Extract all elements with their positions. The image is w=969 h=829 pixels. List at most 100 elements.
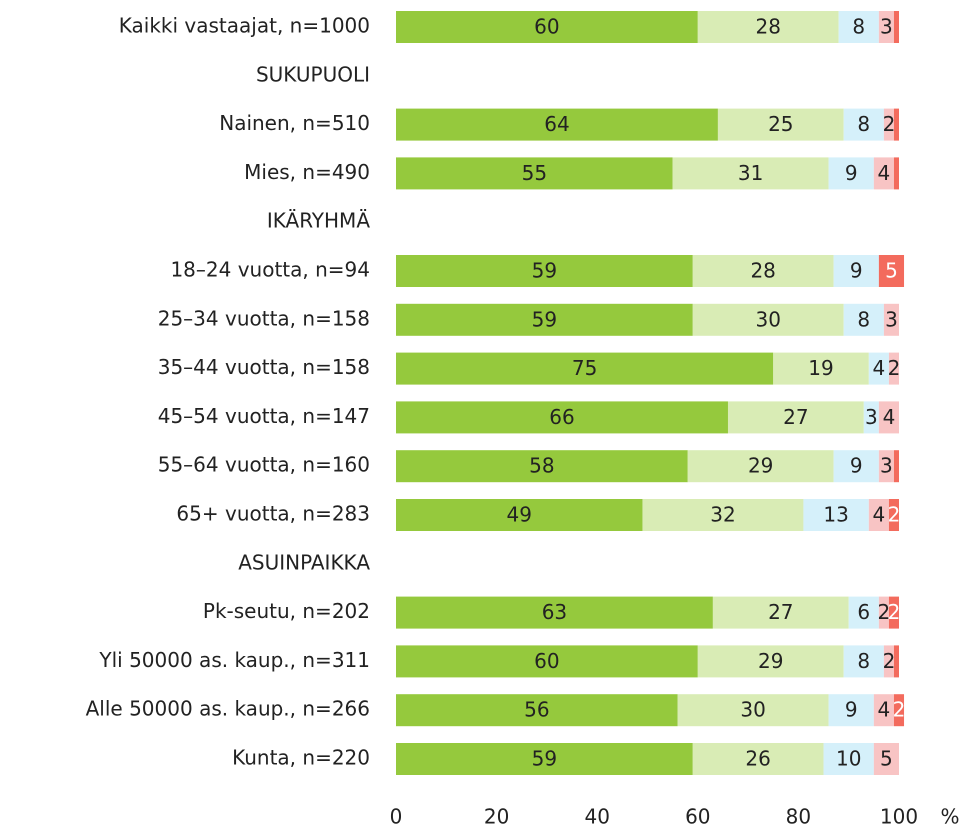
bar-segment	[828, 157, 874, 190]
bar-segment	[873, 157, 894, 190]
bar-segment	[396, 694, 678, 727]
category-label: Kaikki vastaajat, n=1000	[119, 14, 370, 38]
bar-segment	[396, 157, 673, 190]
category-label: 65+ vuotta, n=283	[176, 502, 370, 526]
bar-segment	[396, 108, 718, 141]
category-label: Alle 50000 as. kaup., n=266	[86, 697, 370, 721]
value-label: 9	[845, 161, 858, 185]
bar-segment	[878, 450, 894, 483]
x-tick-label: 20	[484, 805, 509, 829]
bar-segment	[843, 303, 884, 336]
bar-segment	[396, 645, 698, 678]
value-label: 66	[549, 405, 574, 429]
value-label: 4	[873, 356, 886, 380]
bar-segment	[893, 450, 899, 483]
bar-segment	[828, 694, 874, 727]
bar-segment	[893, 11, 899, 43]
value-label: 56	[524, 698, 549, 722]
value-label: 60	[534, 15, 559, 39]
value-label: 5	[880, 747, 893, 771]
bar-segment	[396, 11, 698, 43]
value-label: 59	[532, 307, 557, 331]
category-label: 45–54 vuotta, n=147	[158, 404, 370, 428]
value-label: 32	[710, 503, 735, 527]
value-label: 31	[738, 161, 763, 185]
category-label: IKÄRYHMÄ	[267, 209, 370, 233]
value-label: 30	[755, 307, 780, 331]
value-label: 9	[850, 259, 863, 283]
value-label: 4	[878, 698, 891, 722]
bar-segment	[396, 499, 643, 531]
value-label: 8	[857, 649, 870, 673]
value-label: 3	[885, 307, 898, 331]
value-label: 59	[532, 259, 557, 283]
bar-segment	[396, 743, 693, 775]
value-label: 60	[534, 649, 559, 673]
value-label: 2	[878, 600, 891, 624]
bar-segment	[893, 694, 905, 727]
category-label: Pk-seutu, n=202	[203, 599, 370, 623]
category-label: Yli 50000 as. kaup., n=311	[98, 648, 370, 672]
value-label: 8	[857, 112, 870, 136]
bar-segment	[396, 303, 693, 336]
value-label: 75	[572, 356, 597, 380]
value-label: 4	[873, 503, 886, 527]
category-label: ASUINPAIKKA	[238, 550, 370, 574]
bar-segment	[868, 352, 889, 385]
bar-segment	[727, 401, 864, 434]
bar-segment	[773, 352, 869, 385]
value-label: 2	[883, 112, 896, 136]
category-label: 25–34 vuotta, n=158	[158, 306, 370, 330]
bar-segment	[697, 11, 839, 43]
bar-segment	[697, 645, 844, 678]
bar-segment	[878, 11, 894, 43]
x-tick-label: 80	[786, 805, 811, 829]
bar-segment	[883, 645, 894, 678]
category-label: Kunta, n=220	[232, 746, 370, 770]
value-label: 27	[783, 405, 808, 429]
bar-segment	[717, 108, 844, 141]
bar-segment	[692, 303, 844, 336]
value-label: 27	[768, 600, 793, 624]
bar-segment	[803, 499, 869, 531]
x-tick-label: 40	[584, 805, 609, 829]
value-label: 59	[532, 747, 557, 771]
bar-segment	[848, 596, 879, 629]
x-tick-label: 100	[880, 805, 918, 829]
value-label: 4	[883, 405, 896, 429]
bar-segment	[883, 303, 899, 336]
value-label: 10	[836, 747, 861, 771]
value-label: 19	[808, 356, 833, 380]
value-label: 9	[845, 698, 858, 722]
value-label: 3	[880, 15, 893, 39]
bar-segment	[396, 596, 713, 629]
bar-segment	[833, 255, 879, 287]
value-label: 2	[888, 356, 901, 380]
value-label: 8	[852, 15, 865, 39]
category-label: Nainen, n=510	[219, 111, 370, 135]
bar-segment	[396, 255, 693, 287]
value-label: 30	[740, 698, 765, 722]
bar-segment	[396, 450, 688, 483]
bar-segment	[873, 694, 894, 727]
bar-segment	[642, 499, 804, 531]
bar-segment	[677, 694, 829, 727]
value-label: 9	[850, 454, 863, 478]
value-label: 25	[768, 112, 793, 136]
value-label: 29	[748, 454, 773, 478]
bar-segment	[893, 108, 899, 141]
value-label: 4	[878, 161, 891, 185]
value-label: 28	[755, 15, 780, 39]
bar-segment	[396, 352, 774, 385]
value-label: 55	[522, 161, 547, 185]
category-label: 35–44 vuotta, n=158	[158, 355, 370, 379]
bar-segment	[888, 499, 899, 531]
bar-segment	[833, 450, 879, 483]
value-label: 2	[888, 503, 901, 527]
bar-segment	[687, 450, 834, 483]
bar-segment	[888, 596, 899, 629]
bar-segment	[843, 645, 884, 678]
x-tick-label: 0	[390, 805, 403, 829]
category-label: Mies, n=490	[244, 160, 370, 184]
